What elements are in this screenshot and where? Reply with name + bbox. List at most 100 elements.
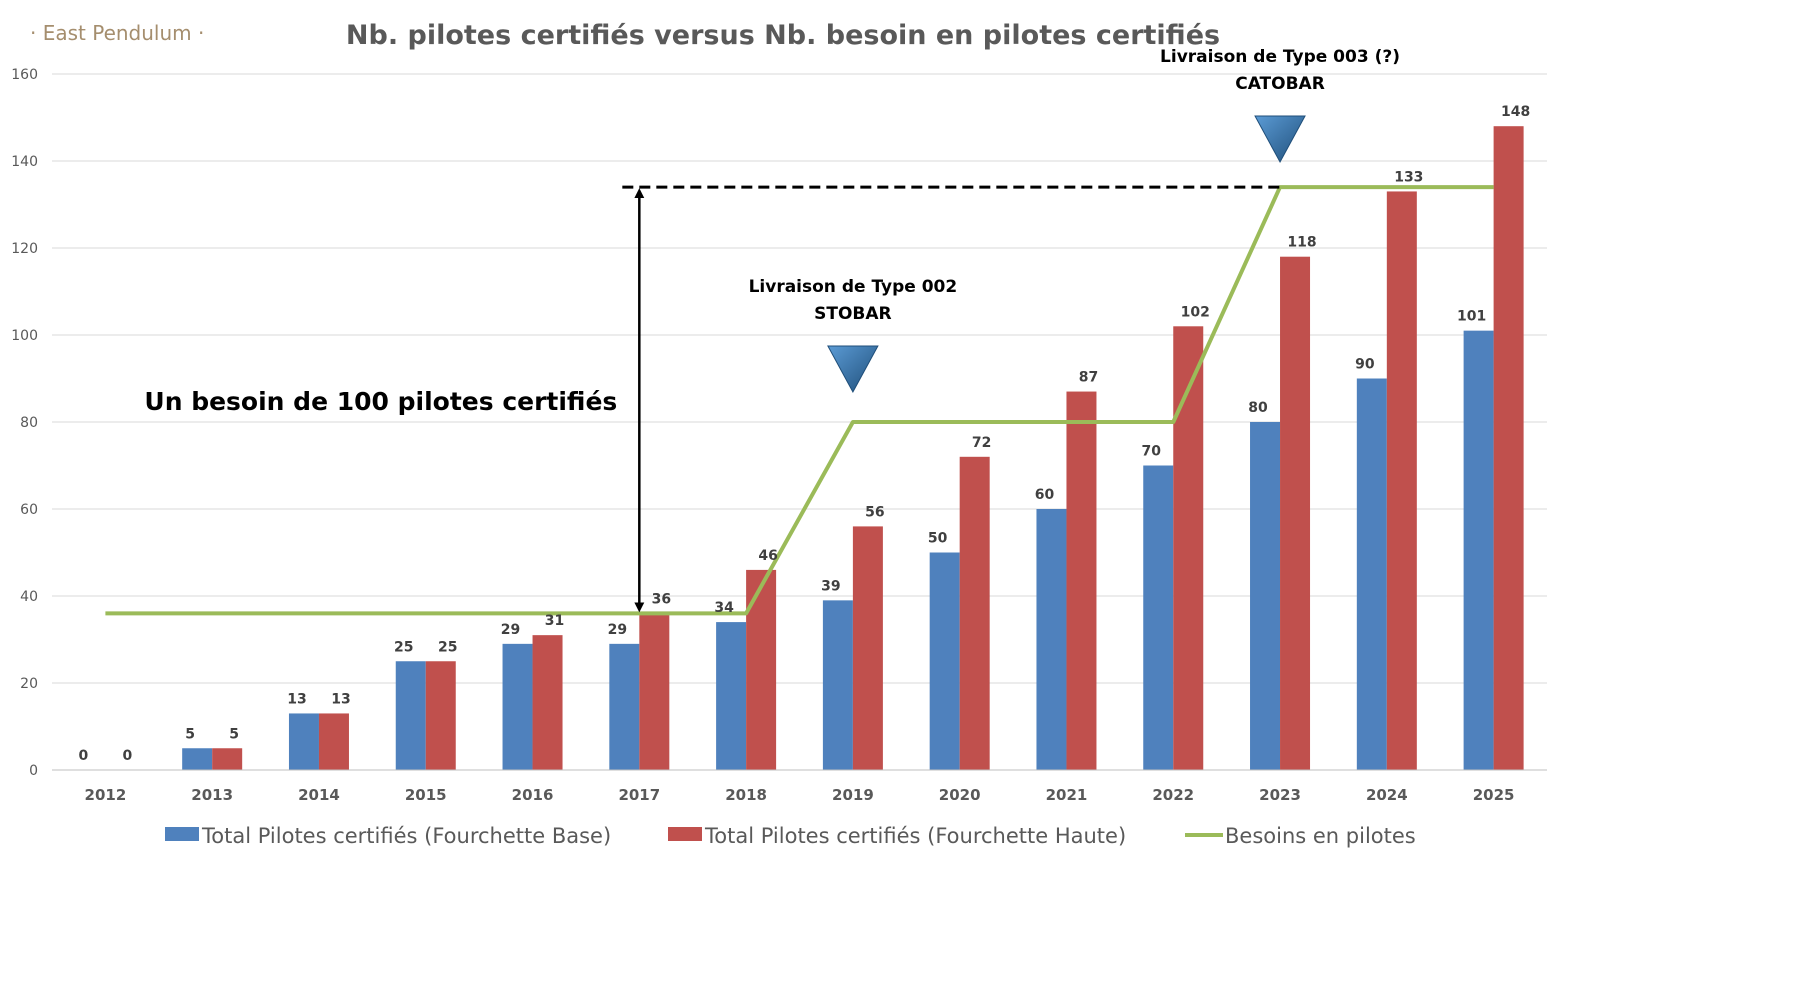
y-tick-label: 60 [20,502,38,518]
x-tick-label: 2017 [618,786,660,804]
y-tick-label: 160 [11,67,38,83]
x-tick-label: 2024 [1366,786,1408,804]
x-tick-label: 2015 [405,786,447,804]
x-tick-label: 2019 [832,786,874,804]
bar-haute [425,661,456,770]
legend: Total Pilotes certifiés (Fourchette Base… [165,824,1416,848]
x-tick-label: 2023 [1259,786,1301,804]
delivery-triangle-marker [1254,115,1306,164]
bar-haute [1173,326,1204,770]
gridlines [52,73,1547,684]
data-label-base: 70 [1142,444,1162,460]
bar-base [1250,422,1281,770]
data-label-haute: 5 [229,726,239,742]
bar-base [1143,465,1174,770]
data-label-base: 50 [928,531,948,547]
y-tick-label: 100 [11,328,38,344]
data-labels: 0 5 13 25 29 29 34 39 50 60 70 80 90 101 0 5 13 25 31 36 46 5… [79,104,1531,764]
annotation-type003-line: Livraison de Type 003 (?) [1160,47,1400,67]
bar-haute [1066,391,1097,770]
axes: 0 20 40 60 80 100 120 140 160 2012 2013 2014 2015 201… [11,67,1547,804]
data-label-base: 90 [1355,357,1375,373]
data-label-haute: 0 [123,748,133,764]
bar-base [609,643,640,770]
data-label-haute: 25 [438,639,457,655]
data-label-haute: 133 [1394,169,1423,185]
bar-haute [1493,126,1524,770]
data-label-haute: 148 [1501,104,1530,120]
bar-haute [959,456,990,770]
y-tick-label: 80 [20,415,38,431]
chart-svg: 0 5 13 25 29 29 34 39 50 60 70 80 90 101 0 5 13 25 31 36 46 5… [11,20,1547,848]
annotation-type003-line: CATOBAR [1235,74,1325,94]
data-label-base: 60 [1035,487,1055,503]
bar-haute [852,526,883,770]
data-label-base: 39 [821,578,840,594]
x-tick-label: 2018 [725,786,767,804]
bar-base [502,643,533,770]
y-tick-label: 40 [20,589,38,605]
data-label-base: 34 [714,600,734,616]
chart-title: Nb. pilotes certifiés versus Nb. besoin … [346,20,1220,51]
bar-base [1036,509,1067,770]
bar-base [288,713,319,770]
data-label-base: 5 [185,726,195,742]
needs-line [105,185,1494,616]
east-pendulum-logo: · East Pendulum · [30,21,204,45]
delivery-triangle-marker [827,345,879,394]
data-label-haute: 118 [1287,235,1316,251]
data-label-haute: 46 [758,548,777,564]
y-tick-label: 140 [11,154,38,170]
annotation-type002-line: STOBAR [814,304,892,324]
x-tick-label: 2013 [191,786,233,804]
bar-base [822,600,853,770]
legend-label: Besoins en pilotes [1225,824,1416,848]
data-label-haute: 56 [865,504,884,520]
data-label-haute: 13 [331,691,350,707]
needs-line-layer [105,185,1494,616]
x-tick-label: 2021 [1046,786,1088,804]
data-label-base: 29 [501,622,520,638]
bars [182,126,1524,770]
x-tick-label: 2025 [1473,786,1515,804]
x-tick-label: 2014 [298,786,340,804]
legend-swatch [668,827,702,841]
need-annotation-text: Un besoin de 100 pilotes certifiés [144,387,617,416]
y-tick-label: 0 [29,763,38,779]
data-label-haute: 102 [1181,304,1210,320]
x-tick-label: 2016 [512,786,554,804]
annotation-type002-line: Livraison de Type 002 [749,277,958,297]
data-label-haute: 31 [545,613,564,629]
bar-haute [532,635,563,770]
bar-base [395,661,426,770]
bar-base [182,748,213,770]
legend-label: Total Pilotes certifiés (Fourchette Haut… [704,824,1126,848]
data-label-base: 13 [287,691,306,707]
bar-base [1463,330,1494,770]
bar-base [1356,378,1387,770]
bar-haute [1280,256,1311,770]
data-label-base: 80 [1248,400,1268,416]
bar-haute [212,748,243,770]
data-label-base: 25 [394,639,413,655]
x-tick-label: 2022 [1152,786,1194,804]
chart-container: 0 5 13 25 29 29 34 39 50 60 70 80 90 101 0 5 13 25 31 36 46 5… [11,20,1547,848]
bar-haute [318,713,349,770]
bar-base [716,622,747,770]
y-tick-label: 120 [11,241,38,257]
bar-haute [746,569,777,770]
bar-base [929,552,960,770]
data-label-base: 0 [79,748,89,764]
data-label-haute: 72 [972,435,991,451]
legend-label: Total Pilotes certifiés (Fourchette Base… [201,824,611,848]
data-label-haute: 87 [1079,370,1098,386]
bar-haute [639,613,670,770]
data-label-base: 29 [608,622,627,638]
annotations: Livraison de Type 002 STOBAR Livraison de … [144,47,1400,613]
y-tick-label: 20 [20,676,38,692]
data-label-base: 101 [1457,309,1486,325]
x-tick-label: 2020 [939,786,981,804]
legend-swatch [165,827,199,841]
x-tick-label: 2012 [85,786,127,804]
bar-haute [1386,191,1417,770]
